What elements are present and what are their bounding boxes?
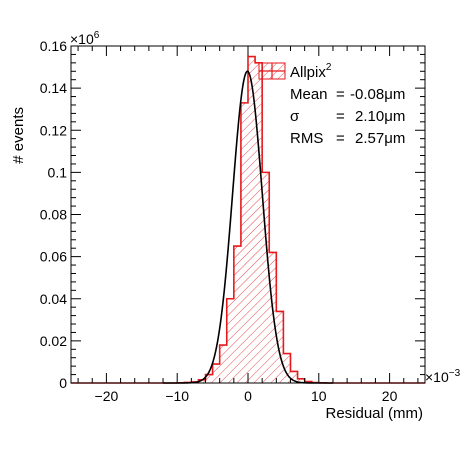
histogram-bin [219, 345, 227, 383]
histogram-bin [212, 364, 220, 383]
histogram-bin [198, 379, 206, 383]
y-multiplier-exponent: 6 [94, 30, 100, 41]
stat-rms-value: 2.57μm [355, 130, 405, 147]
y-tick-label: 0.06 [40, 249, 67, 265]
x-multiplier: ×10−3 [425, 368, 461, 385]
histogram-bin [255, 62, 263, 383]
stat-sigma-label: σ [290, 108, 300, 125]
y-tick-label: 0.16 [40, 38, 67, 54]
stat-rms-number: 2.57 [355, 130, 384, 147]
histogram-bin [233, 246, 241, 383]
x-tick-label: 20 [382, 388, 398, 404]
histogram-bin [262, 172, 270, 383]
y-tick-label: 0.1 [48, 164, 68, 180]
stat-sigma-number: 2.10 [355, 108, 384, 125]
histogram-bin [269, 252, 277, 383]
stat-sigma-eq: = [336, 108, 345, 125]
y-tick-label: 0.04 [40, 291, 67, 307]
histogram-bin [297, 378, 305, 383]
x-tick-label: −20 [95, 388, 119, 404]
stat-sigma-value: 2.10μm [355, 108, 405, 125]
stat-sigma-unit: μm [384, 108, 405, 125]
histogram-bin [283, 353, 291, 383]
stat-mean-label: Mean [290, 86, 328, 103]
y-multiplier: ×106 [70, 30, 100, 47]
stat-mean-unit: μm [384, 86, 405, 103]
axes-layer: −20 −10 0 10 20 0 0.02 0.04 0.06 0.08 0.1 0.12 0.14 0… [40, 38, 426, 404]
stat-mean-eq: = [336, 86, 345, 103]
histogram-bin [248, 56, 256, 383]
y-tick-label: 0.08 [40, 207, 67, 223]
legend-series-superscript: 2 [326, 62, 332, 73]
x-tick-label: 0 [244, 388, 252, 404]
stat-rms-label: RMS [290, 130, 323, 147]
legend: Allpix2 Mean = -0.08μm σ = 2.10μm RMS = … [258, 62, 405, 147]
y-tick-label: 0.12 [40, 122, 67, 138]
legend-series-base: Allpix [290, 64, 326, 81]
histogram-bin [240, 102, 248, 384]
y-tick-label: 0 [59, 375, 67, 391]
x-multiplier-base: ×10 [425, 369, 449, 385]
x-tick-label: 10 [311, 388, 327, 404]
stat-rms-eq: = [336, 130, 345, 147]
y-tick-label: 0.14 [40, 80, 67, 96]
histogram-layer [71, 55, 425, 384]
histogram-bin [226, 298, 234, 383]
x-tick-label: −10 [165, 388, 189, 404]
histogram-bin [290, 371, 298, 383]
stat-rms-unit: μm [384, 130, 405, 147]
legend-series-name: Allpix2 [290, 62, 332, 81]
y-tick-label: 0.02 [40, 333, 67, 349]
x-axis-title: Residual (mm) [325, 405, 423, 422]
y-axis-title: # events [10, 107, 27, 164]
x-multiplier-exponent: −3 [449, 368, 461, 379]
histogram-bin [205, 374, 213, 383]
stat-mean-number: -0.08 [350, 86, 384, 103]
histogram-bin [276, 311, 284, 383]
y-multiplier-base: ×10 [70, 31, 94, 47]
stat-mean-value: -0.08μm [350, 86, 405, 103]
